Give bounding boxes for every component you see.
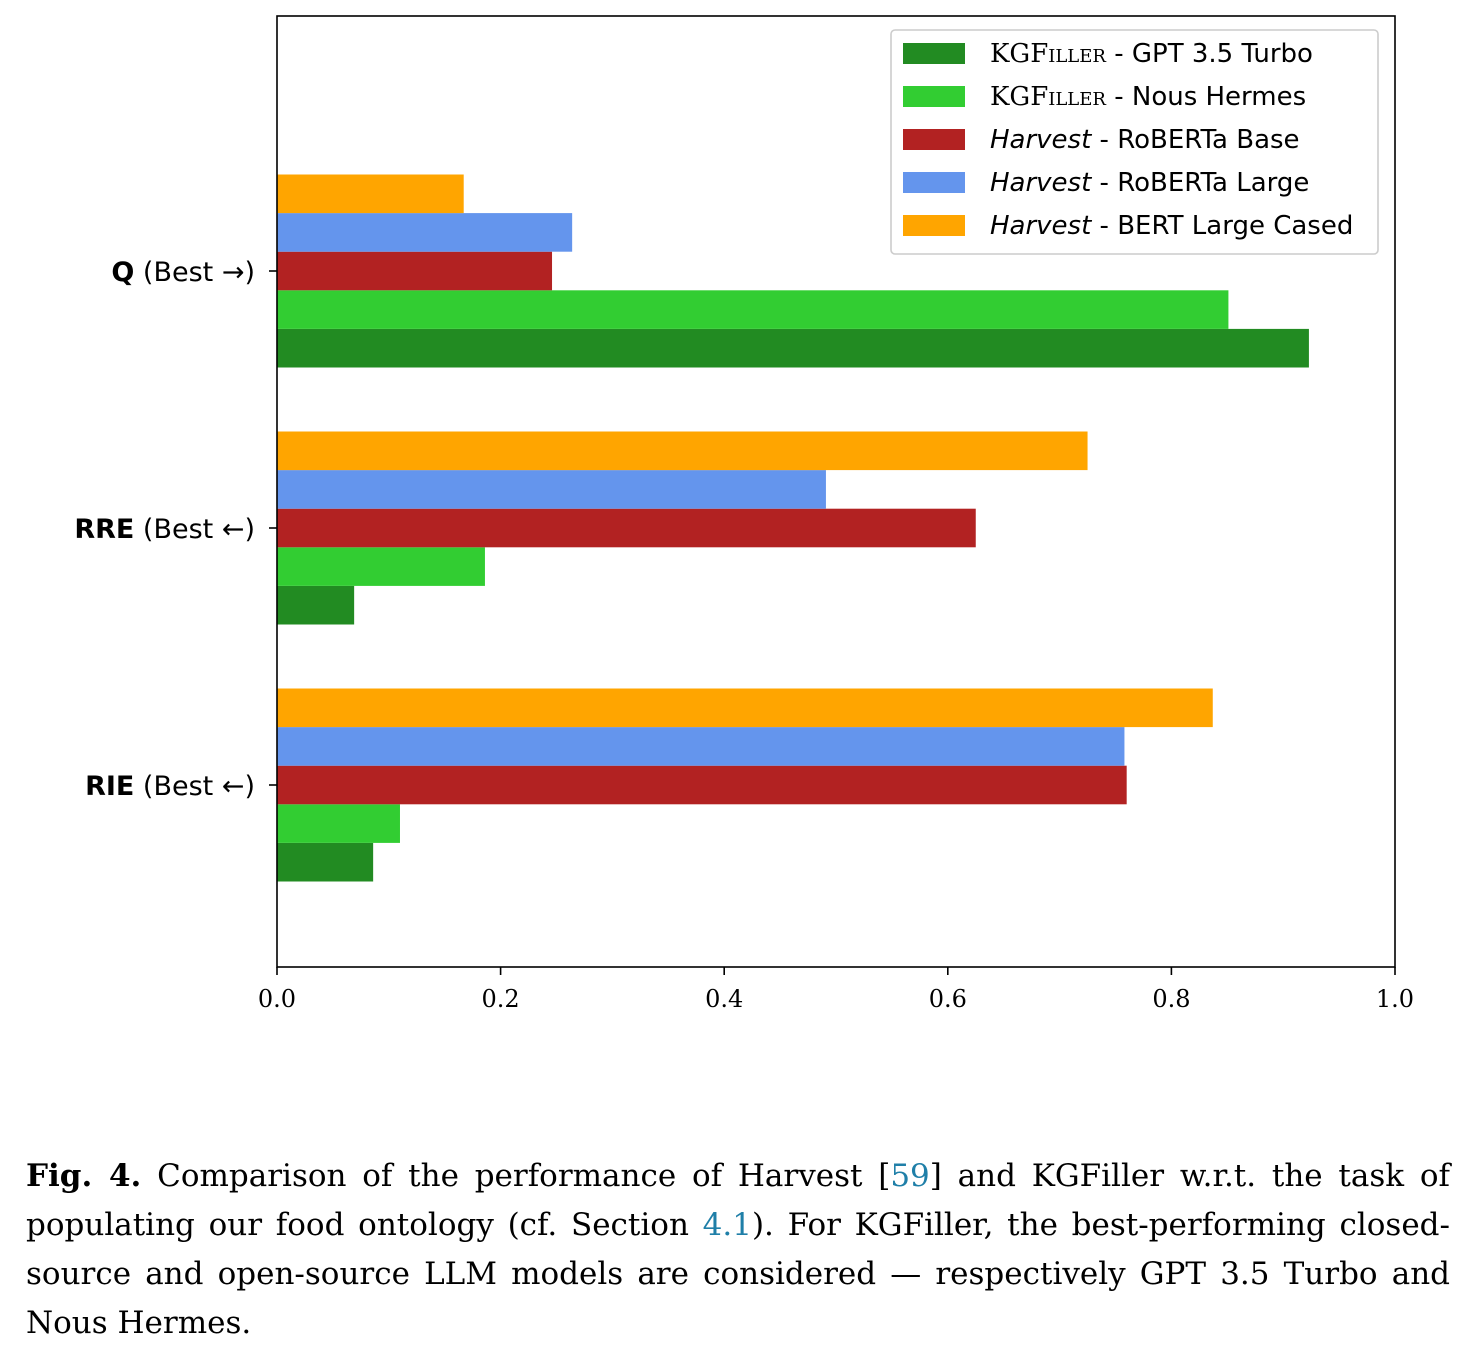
bar-rre-series-3 (277, 508, 976, 548)
caption-text-2: ] and KGFiller w.r.t. the task of popula… (26, 1158, 1450, 1243)
bars-group (277, 174, 1309, 882)
y-category-label-rre: RRE (Best ←) (74, 514, 255, 545)
y-category-label-q: Q (Best →) (111, 257, 255, 288)
bar-rre-series-4 (277, 470, 826, 509)
legend-swatch (903, 43, 965, 64)
bar-rie-series-2 (277, 804, 400, 843)
bar-rre-series-1 (277, 585, 355, 625)
bar-chart: 0.0 0.2 0.4 0.6 0.8 1.0 Q (Best →) RRE (Best ←… (74, 15, 1414, 1013)
y-axis-ticks: Q (Best →) RRE (Best ←) RIE (Best ←) (74, 257, 277, 802)
legend-swatch (903, 215, 965, 236)
bar-q-series-4 (277, 213, 573, 252)
citation-link[interactable]: 59 (890, 1158, 930, 1194)
bar-rie-series-5 (277, 688, 1213, 728)
x-tick-label: 0.8 (1152, 985, 1190, 1013)
x-tick-label: 0.2 (482, 985, 520, 1013)
caption-text-3: ). For KGFiller, the best-performing clo… (26, 1207, 1450, 1341)
legend-entry-2: KGFiller - Nous Hermes (990, 82, 1306, 112)
y-category-label-rie: RIE (Best ←) (85, 771, 255, 802)
legend: KGFiller - GPT 3.5 Turbo KGFiller - Nous … (890, 29, 1379, 255)
bar-rre-series-2 (277, 547, 485, 586)
legend-entry-4: Harvest - RoBERTa Large (990, 168, 1309, 198)
bar-rie-series-4 (277, 727, 1125, 766)
legend-box (890, 29, 1379, 255)
legend-entry-1: KGFiller - GPT 3.5 Turbo (990, 39, 1313, 69)
figure-label: Fig. 4. (26, 1158, 142, 1194)
caption-text-1: Comparison of the performance of Harvest… (141, 1158, 891, 1194)
legend-swatch (903, 129, 965, 150)
bar-q-series-3 (277, 251, 553, 291)
x-tick-label: 0.6 (929, 985, 967, 1013)
section-link[interactable]: 4.1 (702, 1207, 752, 1243)
bar-q-series-2 (277, 290, 1229, 329)
bar-rre-series-5 (277, 431, 1088, 471)
bar-rie-series-1 (277, 842, 374, 882)
legend-swatch (903, 86, 965, 107)
bar-rie-series-3 (277, 765, 1127, 805)
bar-q-series-1 (277, 328, 1309, 368)
figure-caption: Fig. 4. Comparison of the performance of… (26, 1152, 1450, 1348)
x-tick-label: 0.4 (705, 985, 743, 1013)
x-tick-label: 0.0 (258, 985, 296, 1013)
legend-swatch (903, 172, 965, 193)
x-axis-ticks: 0.0 0.2 0.4 0.6 0.8 1.0 (258, 967, 1414, 1013)
bar-q-series-5 (277, 174, 464, 214)
x-tick-label: 1.0 (1376, 985, 1414, 1013)
plot-area-frame (276, 15, 1396, 968)
legend-entry-3: Harvest - RoBERTa Base (990, 125, 1300, 155)
legend-entry-5: Harvest - BERT Large Cased (990, 211, 1353, 241)
